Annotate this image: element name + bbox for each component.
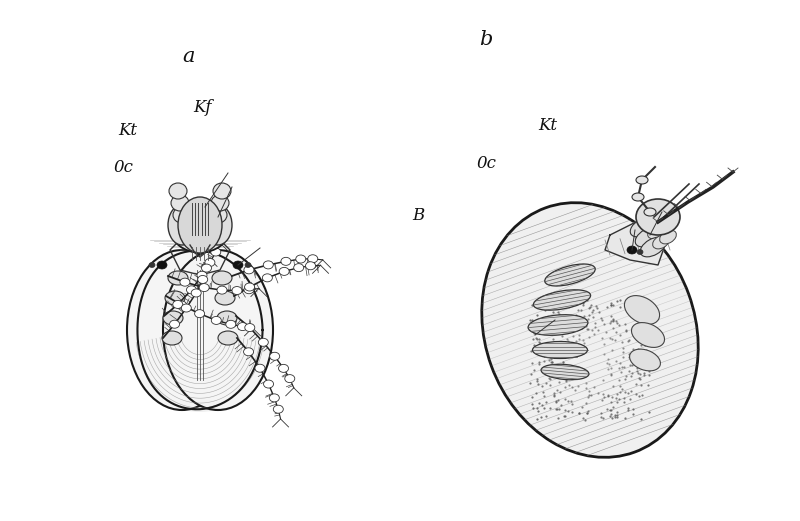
Ellipse shape <box>640 237 666 257</box>
Ellipse shape <box>263 261 274 269</box>
Ellipse shape <box>211 316 222 325</box>
Ellipse shape <box>165 291 185 305</box>
Text: b: b <box>479 30 492 49</box>
Ellipse shape <box>630 349 661 371</box>
Ellipse shape <box>199 283 209 292</box>
Ellipse shape <box>630 217 656 237</box>
Ellipse shape <box>213 183 231 199</box>
Ellipse shape <box>262 274 272 282</box>
Ellipse shape <box>197 271 207 279</box>
Ellipse shape <box>627 246 637 254</box>
Ellipse shape <box>205 258 215 267</box>
Ellipse shape <box>533 341 587 358</box>
Ellipse shape <box>245 324 254 331</box>
Ellipse shape <box>177 301 186 309</box>
Ellipse shape <box>212 271 232 285</box>
Polygon shape <box>605 220 665 265</box>
Ellipse shape <box>209 207 227 223</box>
Ellipse shape <box>170 320 179 328</box>
Ellipse shape <box>173 207 191 223</box>
Ellipse shape <box>169 183 187 199</box>
Ellipse shape <box>226 320 236 328</box>
Ellipse shape <box>198 276 208 283</box>
Ellipse shape <box>168 271 188 285</box>
Text: Kt: Kt <box>118 122 137 139</box>
Ellipse shape <box>245 263 251 267</box>
Ellipse shape <box>178 197 222 253</box>
Ellipse shape <box>173 301 182 308</box>
Ellipse shape <box>534 290 590 310</box>
Text: a: a <box>182 47 194 66</box>
Ellipse shape <box>244 286 254 294</box>
Ellipse shape <box>157 261 167 269</box>
Ellipse shape <box>149 263 155 267</box>
Ellipse shape <box>653 235 670 249</box>
Ellipse shape <box>204 205 232 245</box>
Ellipse shape <box>255 364 265 372</box>
Text: Kf: Kf <box>193 99 211 116</box>
Ellipse shape <box>528 315 588 336</box>
Ellipse shape <box>541 364 589 380</box>
Ellipse shape <box>642 215 659 229</box>
Ellipse shape <box>636 176 648 184</box>
Ellipse shape <box>482 203 698 457</box>
Ellipse shape <box>637 250 643 254</box>
Ellipse shape <box>232 287 242 294</box>
Ellipse shape <box>650 210 666 224</box>
Ellipse shape <box>163 311 183 325</box>
Ellipse shape <box>202 264 211 272</box>
Ellipse shape <box>308 255 318 263</box>
Ellipse shape <box>233 261 243 269</box>
Ellipse shape <box>270 352 280 360</box>
Ellipse shape <box>168 205 196 245</box>
Ellipse shape <box>274 405 283 413</box>
Ellipse shape <box>636 199 680 235</box>
Ellipse shape <box>296 255 306 263</box>
Ellipse shape <box>127 250 237 410</box>
Ellipse shape <box>245 283 254 291</box>
Ellipse shape <box>263 380 274 388</box>
Text: Kt: Kt <box>538 117 557 134</box>
Ellipse shape <box>171 195 189 211</box>
Ellipse shape <box>279 267 289 276</box>
Ellipse shape <box>217 286 227 294</box>
Ellipse shape <box>624 295 660 325</box>
Ellipse shape <box>218 331 238 345</box>
Ellipse shape <box>215 291 235 305</box>
Ellipse shape <box>211 195 229 211</box>
Ellipse shape <box>294 264 304 271</box>
Ellipse shape <box>654 220 671 234</box>
Ellipse shape <box>281 257 291 265</box>
Ellipse shape <box>306 262 315 270</box>
Text: 0c: 0c <box>113 159 133 176</box>
Ellipse shape <box>182 304 191 312</box>
Ellipse shape <box>631 322 665 348</box>
Ellipse shape <box>243 348 254 356</box>
Ellipse shape <box>270 394 279 402</box>
Ellipse shape <box>258 338 268 346</box>
Ellipse shape <box>644 208 656 216</box>
Ellipse shape <box>635 227 661 247</box>
Ellipse shape <box>180 278 190 286</box>
Ellipse shape <box>238 322 247 331</box>
Ellipse shape <box>191 289 201 297</box>
Ellipse shape <box>217 311 237 325</box>
Ellipse shape <box>660 230 676 244</box>
Ellipse shape <box>545 264 595 286</box>
Ellipse shape <box>171 207 229 253</box>
Ellipse shape <box>210 248 221 256</box>
Ellipse shape <box>285 375 294 382</box>
Ellipse shape <box>162 331 182 345</box>
Ellipse shape <box>194 309 205 318</box>
Ellipse shape <box>632 193 644 201</box>
Ellipse shape <box>244 266 254 274</box>
Ellipse shape <box>278 364 289 373</box>
Ellipse shape <box>130 248 270 412</box>
Ellipse shape <box>163 250 273 410</box>
Text: 0c: 0c <box>476 155 496 172</box>
Ellipse shape <box>186 286 197 294</box>
Ellipse shape <box>648 225 664 239</box>
Text: B: B <box>412 207 424 224</box>
